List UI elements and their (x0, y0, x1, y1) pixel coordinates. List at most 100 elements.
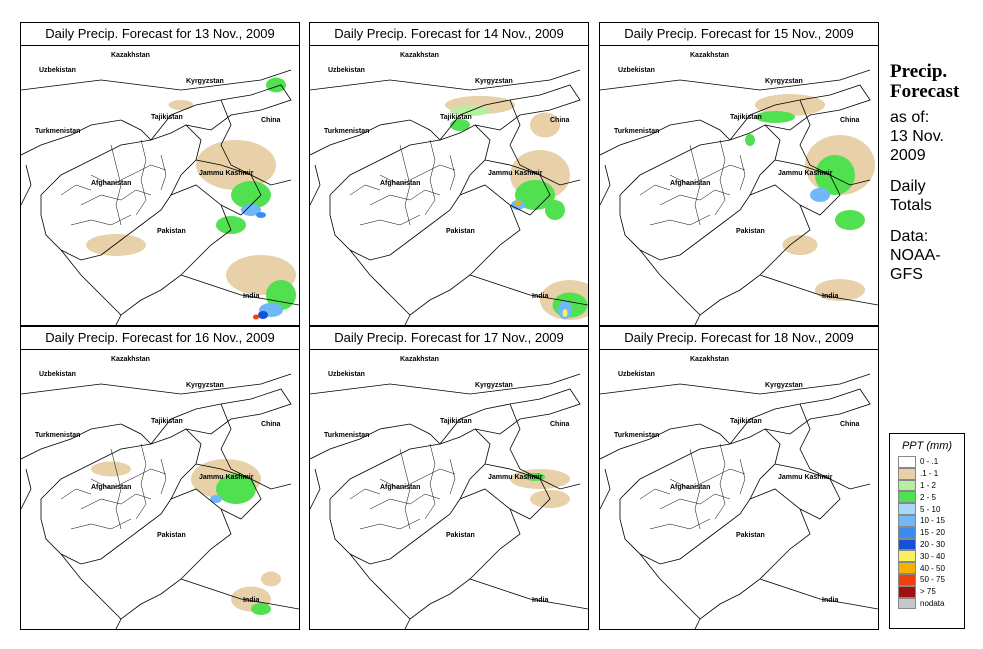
precip-cell (745, 134, 755, 146)
data-line2: NOAA- (890, 247, 941, 264)
place-label-afghanistan: Afghanistan (380, 180, 420, 187)
totals-line1: Daily (890, 178, 926, 195)
side-title-line1: Precip. (890, 61, 948, 82)
place-label-india: India (243, 293, 259, 300)
precip-cell (515, 200, 521, 206)
boundary-line (600, 164, 611, 206)
legend-swatch (898, 562, 916, 574)
boundary-line (469, 578, 588, 610)
asof-line2: 13 Nov. (890, 128, 944, 145)
boundary-line (150, 388, 292, 445)
legend-label: 50 - 75 (920, 575, 945, 585)
boundary-line (21, 164, 32, 206)
legend-title: PPT (mm) (901, 440, 953, 452)
province-line (449, 458, 456, 495)
boundary-line (509, 403, 581, 490)
precip-cell (562, 309, 568, 317)
boundary-line (40, 124, 202, 261)
place-label-india: India (243, 597, 259, 604)
province-line (369, 189, 441, 206)
boundary-line (600, 423, 731, 460)
place-label-pakistan: Pakistan (736, 532, 765, 539)
province-line (659, 189, 731, 206)
place-label-india: India (532, 293, 548, 300)
legend-item: 15 - 20 (890, 526, 964, 539)
precip-cell (216, 474, 256, 504)
boundary-line (310, 423, 441, 460)
asof-line3: 2009 (890, 147, 926, 164)
province-line (70, 214, 132, 226)
province-line (110, 448, 122, 530)
boundary-line (180, 274, 299, 306)
boundary-line (404, 488, 521, 629)
forecast-panel-nov14: Daily Precip. Forecast for 14 Nov., 2009… (309, 22, 589, 326)
side-title-line2: Forecast (890, 81, 960, 102)
place-label-uzbekistan: Uzbekistan (39, 371, 76, 378)
boundary-line (220, 99, 292, 186)
legend-item: 30 - 40 (890, 550, 964, 563)
legend-label: 2 - 5 (920, 492, 937, 502)
boundary-line (469, 274, 588, 306)
panel-title: Daily Precip. Forecast for 14 Nov., 2009 (310, 23, 588, 46)
province-line (80, 189, 152, 206)
province-line (639, 488, 671, 500)
place-label-tajikistan: Tajikistan (730, 114, 762, 121)
boundary-line (484, 159, 551, 216)
precip-cell (241, 204, 261, 216)
boundary-line (329, 124, 491, 261)
legend-item: 5 - 10 (890, 503, 964, 515)
province-line (689, 144, 701, 226)
boundary-line (180, 578, 299, 610)
precip-cell (258, 311, 268, 319)
boundary-line (509, 99, 581, 186)
province-line (689, 448, 701, 530)
precip-cell (266, 280, 296, 310)
boundary-line (600, 69, 871, 91)
place-label-jammu_kashmir: Jammu Kashmir (488, 474, 543, 481)
place-label-china: China (261, 117, 281, 124)
legend-label: 20 - 30 (920, 539, 945, 549)
legend-swatch (898, 467, 916, 480)
precip-cell (782, 235, 818, 255)
boundary-line (759, 274, 878, 306)
legend-swatch (898, 479, 916, 492)
province-line (449, 154, 456, 191)
place-label-jammu_kashmir: Jammu Kashmir (778, 170, 833, 177)
map-canvas: Kazakhstan Uzbekistan Kyrgyzstan Tajikistan… (21, 52, 299, 325)
province-line (359, 214, 421, 226)
boundary-line (694, 488, 811, 629)
province-line (649, 518, 711, 530)
province-line (160, 154, 167, 191)
legend-swatch (898, 573, 916, 586)
forecast-panel-nov17: Daily Precip. Forecast for 17 Nov., 2009… (309, 326, 589, 630)
legend-label: 30 - 40 (920, 551, 945, 561)
boundary-line (220, 403, 292, 490)
province-line (649, 214, 711, 226)
precip-cell (815, 155, 855, 195)
place-label-tajikistan: Tajikistan (730, 418, 762, 425)
side-info: Precip. Forecast as of: 13 Nov. 2009 Dai… (890, 62, 980, 284)
place-label-china: China (550, 421, 570, 428)
precip-cell (530, 112, 560, 138)
data-line3: GFS (890, 266, 923, 283)
province-line (424, 139, 436, 216)
place-label-china: China (261, 421, 281, 428)
place-label-kazakhstan: Kazakhstan (400, 52, 439, 59)
place-label-kazakhstan: Kazakhstan (690, 356, 729, 363)
legend-item: 20 - 30 (890, 538, 964, 551)
place-label-turkmenistan: Turkmenistan (324, 128, 369, 135)
boundary-line (60, 553, 122, 620)
place-label-kazakhstan: Kazakhstan (690, 52, 729, 59)
precip-cell (251, 603, 271, 615)
legend-swatch (898, 456, 916, 468)
place-label-turkmenistan: Turkmenistan (35, 432, 80, 439)
legend-item: 40 - 50 (890, 562, 964, 574)
legend-label: > 75 (920, 587, 936, 597)
province-line (379, 164, 456, 186)
legend-label: 0 - .1 (920, 457, 939, 467)
legend-item: .1 - 1 (890, 467, 964, 480)
legend-label: 15 - 20 (920, 528, 945, 538)
precip-cell (755, 94, 825, 116)
map-canvas: Kazakhstan Uzbekistan Kyrgyzstan Tajikistan… (600, 356, 878, 629)
legend-label: 40 - 50 (920, 563, 945, 573)
